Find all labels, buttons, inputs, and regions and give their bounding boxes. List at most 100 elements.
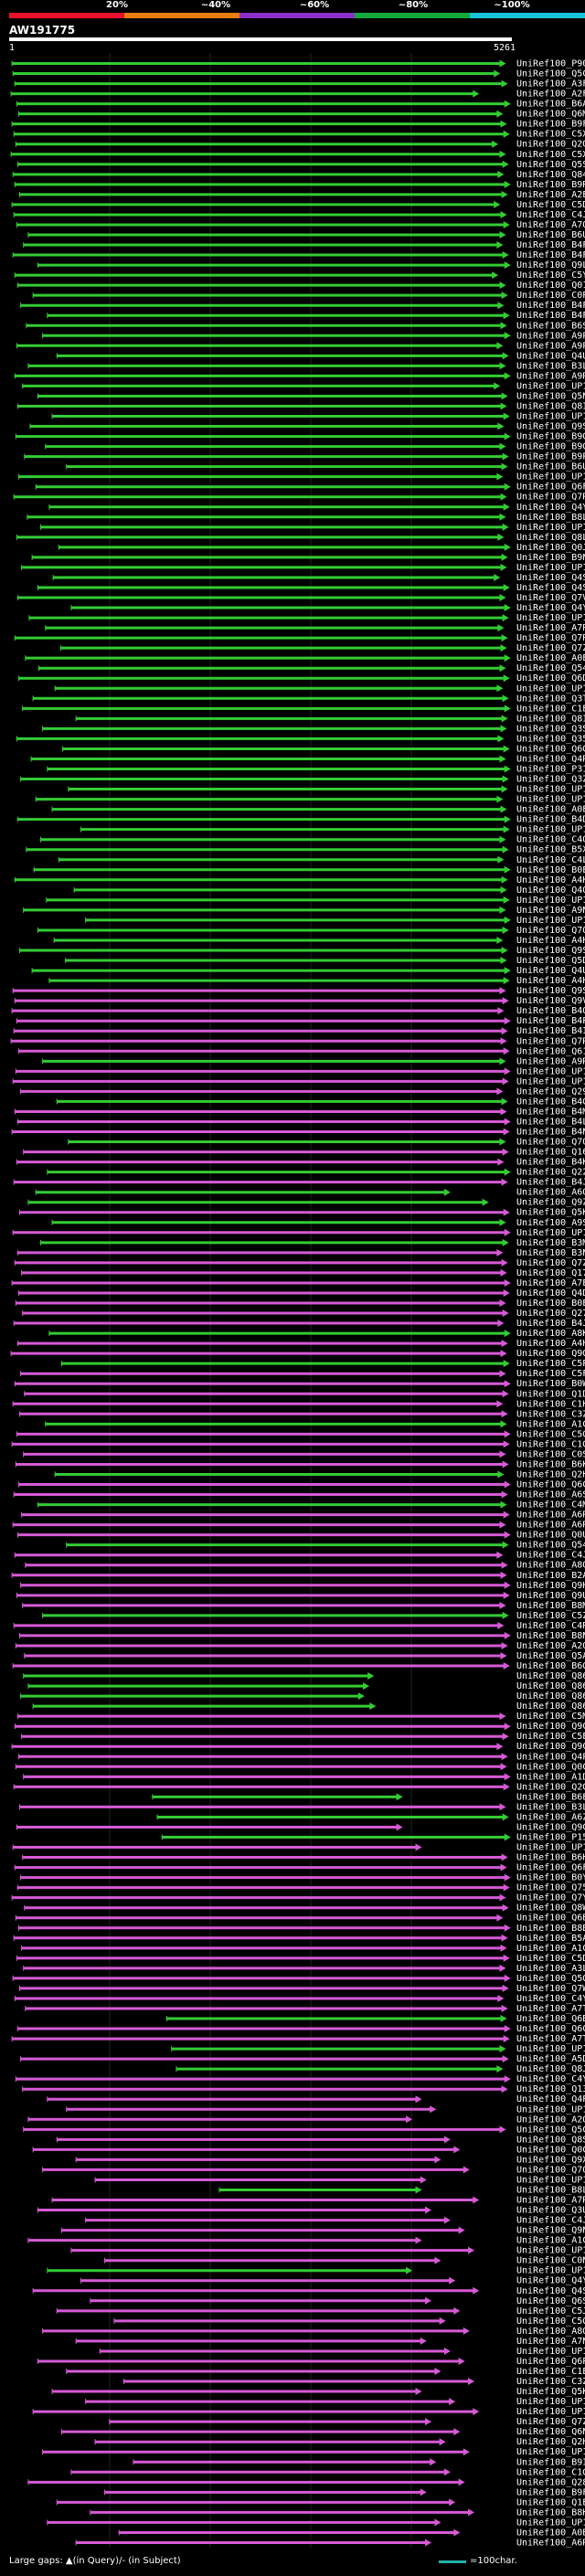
hit-label[interactable]: UniRef100_A7TDR7 xyxy=(516,2034,585,2044)
hit-label[interactable]: UniRef100_Q4U158 xyxy=(516,966,585,976)
hit-label[interactable]: UniRef100_A2Q007 xyxy=(516,2115,585,2125)
hit-label[interactable]: UniRef100_B0EYX0 xyxy=(516,1299,585,1309)
hit-label[interactable]: UniRef100_B4NLH8 xyxy=(516,1128,585,1138)
hit-label[interactable]: UniRef100_P31948 xyxy=(516,764,585,774)
hit-label[interactable]: UniRef100_C5DF54 xyxy=(516,1954,585,1964)
hit-label[interactable]: UniRef100_UP1000... xyxy=(516,2347,585,2357)
hit-label[interactable]: UniRef100_C4LUP1 xyxy=(516,855,585,865)
hit-label[interactable]: UniRef100_Q7Q054 xyxy=(516,1138,585,1148)
hit-label[interactable]: UniRef100_Q86E06 xyxy=(516,1671,585,1681)
hit-label[interactable]: UniRef100_C5Z4U0 xyxy=(516,1611,585,1621)
hit-label[interactable]: UniRef100_Q4SQ24 xyxy=(516,573,585,583)
hit-label[interactable]: UniRef100_B3L8F1 xyxy=(516,361,585,371)
hit-label[interactable]: UniRef100_Q16259 xyxy=(516,1148,585,1158)
hit-label[interactable]: UniRef100_C5FSL5 xyxy=(516,1369,585,1379)
hit-label[interactable]: UniRef100_Q6C0M6 xyxy=(516,2024,585,2034)
hit-label[interactable]: UniRef100_Q4SRQ0 xyxy=(516,583,585,593)
hit-label[interactable]: UniRef100_Q7Q008 xyxy=(516,926,585,936)
hit-label[interactable]: UniRef100_Q7RTN8 xyxy=(516,1036,585,1046)
hit-label[interactable]: UniRef100_B4MPF0 xyxy=(516,1107,585,1117)
hit-label[interactable]: UniRef100_Q6DDX0 xyxy=(516,673,585,684)
hit-label[interactable]: UniRef100_C1G416 xyxy=(516,2467,585,2477)
hit-label[interactable]: UniRef100_Q0UEH1 xyxy=(516,1531,585,1541)
hit-label[interactable]: UniRef100_A7NNE4 xyxy=(516,2337,585,2347)
hit-label[interactable]: UniRef100_Q2GEE9 xyxy=(516,1782,585,1792)
hit-label[interactable]: UniRef100_UP1000... xyxy=(516,2397,585,2407)
hit-label[interactable]: UniRef100_Q5DBM2 xyxy=(516,956,585,966)
hit-label[interactable]: UniRef100_Q13797 xyxy=(516,2084,585,2094)
hit-label[interactable]: UniRef100_B8ND09 xyxy=(516,1631,585,1641)
hit-label[interactable]: UniRef100_B9G0X0 xyxy=(516,442,585,452)
hit-label[interactable]: UniRef100_Q35814 xyxy=(516,734,585,744)
hit-label[interactable]: UniRef100_B6UA34 xyxy=(516,230,585,240)
hit-label[interactable]: UniRef100_B4ICV3 xyxy=(516,1026,585,1036)
hit-label[interactable]: UniRef100_Q7ZUM6 xyxy=(516,2417,585,2427)
hit-label[interactable]: UniRef100_Q4YF84 xyxy=(516,2276,585,2286)
hit-label[interactable]: UniRef100_C5D248 xyxy=(516,200,585,210)
hit-label[interactable]: UniRef100_Q9NYJ7 xyxy=(516,2226,585,2236)
hit-label[interactable]: UniRef100_C4M899 xyxy=(516,1500,585,1511)
hit-label[interactable]: UniRef100_Q0CWH9 xyxy=(516,1762,585,1772)
hit-label[interactable]: UniRef100_C0S0H7 xyxy=(516,1449,585,1459)
hit-label[interactable]: UniRef100_P90647 xyxy=(516,59,585,69)
hit-label[interactable]: UniRef100_Q3Z828 xyxy=(516,775,585,785)
hit-label[interactable]: UniRef100_C1EUZ1 xyxy=(516,704,585,714)
hit-label[interactable]: UniRef100_A6ZNN1 xyxy=(516,1812,585,1822)
hit-label[interactable]: UniRef100_A6S9X4 xyxy=(516,1490,585,1500)
hit-label[interactable]: UniRef100_B8M1B1 xyxy=(516,1601,585,1611)
hit-label[interactable]: UniRef100_Q9VPN5 xyxy=(516,996,585,1006)
hit-label[interactable]: UniRef100_Q0CQ57 xyxy=(516,2145,585,2155)
hit-label[interactable]: UniRef100_A2ELA9 xyxy=(516,190,585,200)
hit-label[interactable]: UniRef100_B0EUW9 xyxy=(516,865,585,875)
hit-label[interactable]: UniRef100_A7QVC8 xyxy=(516,220,585,230)
hit-label[interactable]: UniRef100_Q5AT46 xyxy=(516,1651,585,1661)
hit-label[interactable]: UniRef100_B8H8M9 xyxy=(516,2507,585,2518)
hit-label[interactable]: UniRef100_Q4PCV6 xyxy=(516,1752,585,1762)
hit-label[interactable]: UniRef100_Q3UV86 xyxy=(516,2206,585,2216)
hit-label[interactable]: UniRef100_A1CQE9 xyxy=(516,2236,585,2246)
hit-label[interactable]: UniRef100_A0E729 xyxy=(516,805,585,815)
hit-label[interactable]: UniRef100_UP1000... xyxy=(516,785,585,795)
hit-label[interactable]: UniRef100_Q7R3F9 xyxy=(516,633,585,643)
hit-label[interactable]: UniRef100_Q7ZW20 xyxy=(516,1258,585,1268)
hit-label[interactable]: UniRef100_B5XUZ2 xyxy=(516,845,585,855)
hit-label[interactable]: UniRef100_A2QYC9 xyxy=(516,1641,585,1651)
hit-label[interactable]: UniRef100_C5YCZ1 xyxy=(516,270,585,281)
hit-label[interactable]: UniRef100_P15705 xyxy=(516,1833,585,1843)
hit-label[interactable]: UniRef100_B4FRN3 xyxy=(516,301,585,311)
hit-label[interactable]: UniRef100_A7TSD6 xyxy=(516,2004,585,2014)
hit-label[interactable]: UniRef100_Q9LN86 xyxy=(516,260,585,270)
hit-label[interactable]: UniRef100_A5DJ00 xyxy=(516,2054,585,2064)
hit-label[interactable]: UniRef100_C4Y3Z5 xyxy=(516,2074,585,2084)
hit-label[interactable]: UniRef100_UP1000... xyxy=(516,523,585,533)
hit-label[interactable]: UniRef100_Q1E5E2 xyxy=(516,2497,585,2507)
hit-label[interactable]: UniRef100_Q8SDB8 xyxy=(516,2135,585,2145)
hit-label[interactable]: UniRef100_Q9HFE5 xyxy=(516,1581,585,1591)
hit-label[interactable]: UniRef100_Q4S375 xyxy=(516,2286,585,2296)
hit-label[interactable]: UniRef100_C5XHH3 xyxy=(516,130,585,140)
hit-label[interactable]: UniRef100_Q6G064 xyxy=(516,744,585,754)
hit-label[interactable]: UniRef100_Q6PJN6 xyxy=(516,2357,585,2367)
hit-label[interactable]: UniRef100_Q9SPK6 xyxy=(516,946,585,956)
hit-label[interactable]: UniRef100_B4QE23 xyxy=(516,1006,585,1016)
hit-label[interactable]: UniRef100_C5JTN9 xyxy=(516,2306,585,2316)
hit-label[interactable]: UniRef100_A7RS57 xyxy=(516,2196,585,2206)
hit-label[interactable]: UniRef100_Q9ZSE1 xyxy=(516,1198,585,1208)
hit-label[interactable]: UniRef100_A9PGM9 xyxy=(516,331,585,341)
hit-label[interactable]: UniRef100_A3LZA2 xyxy=(516,1964,585,1974)
hit-label[interactable]: UniRef100_Q6BK76 xyxy=(516,1913,585,1924)
hit-label[interactable]: UniRef100_A8QB68 xyxy=(516,2327,585,2337)
hit-label[interactable]: UniRef100_B9I2E5 xyxy=(516,2457,585,2467)
hit-label[interactable]: UniRef100_Q8J8N6 xyxy=(516,2064,585,2074)
hit-label[interactable]: UniRef100_B8LLC1 xyxy=(516,513,585,523)
hit-label[interactable]: UniRef100_C1H7S0 xyxy=(516,1399,585,1409)
hit-label[interactable]: UniRef100_B4FM63 xyxy=(516,250,585,260)
hit-label[interactable]: UniRef100_B4JNH9 xyxy=(516,1178,585,1188)
hit-label[interactable]: UniRef100_Q8WXT7 xyxy=(516,1903,585,1913)
hit-label[interactable]: UniRef100_B4FST3 xyxy=(516,240,585,250)
hit-label[interactable]: UniRef100_B8B376 xyxy=(516,1924,585,1934)
hit-label[interactable]: UniRef100_Q5KJ17 xyxy=(516,2387,585,2397)
hit-label[interactable]: UniRef100_Q54381 xyxy=(516,663,585,673)
hit-label[interactable]: UniRef100_Q8IDZ6 xyxy=(516,401,585,411)
hit-label[interactable]: UniRef100_Q0J8E4 xyxy=(516,543,585,553)
